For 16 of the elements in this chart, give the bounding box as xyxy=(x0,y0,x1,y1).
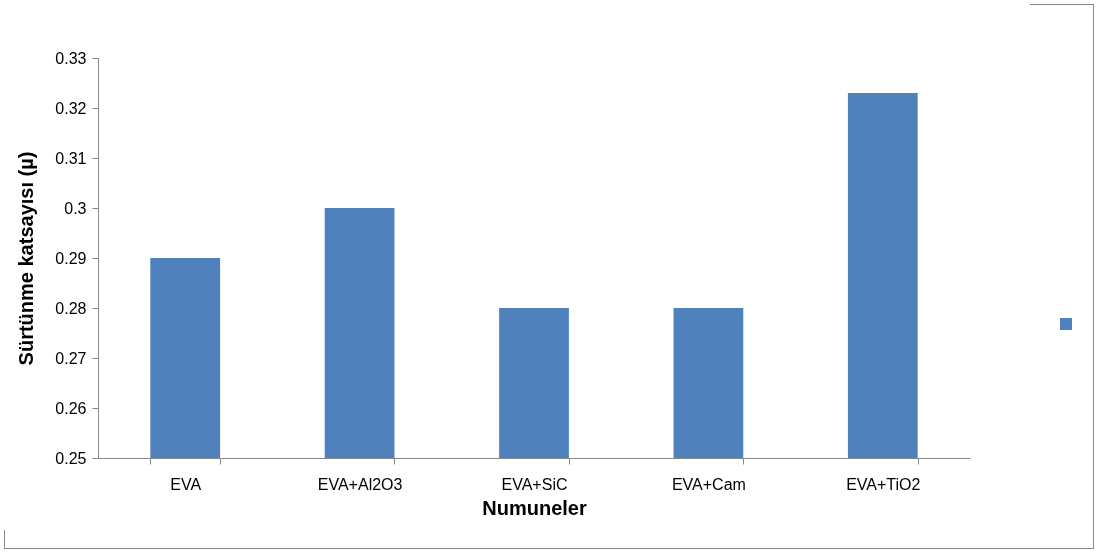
y-tick-label: 0.29 xyxy=(55,249,87,267)
x-tick-label: EVA xyxy=(170,475,202,493)
y-tick-label: 0.26 xyxy=(55,399,87,417)
y-tick-label: 0.28 xyxy=(55,299,87,317)
x-axis-title: Numuneler xyxy=(482,496,587,519)
y-tick-label: 0.27 xyxy=(55,349,87,367)
x-tick-label: EVA+TiO2 xyxy=(846,475,921,493)
y-axis-title: Sürtünme katsayısı (µ) xyxy=(15,151,38,366)
y-tick-label: 0.33 xyxy=(55,49,87,67)
x-tick-label: EVA+SiC xyxy=(501,475,568,493)
y-tick-label: 0.31 xyxy=(55,149,87,167)
x-tick-label: EVA+Al2O3 xyxy=(317,475,403,493)
y-tick-label: 0.3 xyxy=(64,199,87,217)
y-tick-label: 0.25 xyxy=(55,449,87,467)
x-tick-label: EVA+Cam xyxy=(671,475,746,493)
y-tick-label: 0.32 xyxy=(55,99,87,117)
